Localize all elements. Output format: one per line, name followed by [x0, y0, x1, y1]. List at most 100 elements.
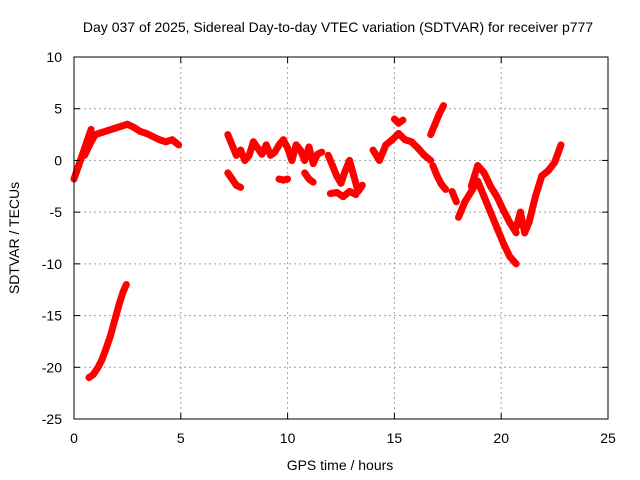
axis-ticks: 0 5 10 15 20 25 10 5 0 -5 -10 -15 -20 -25 — [42, 49, 616, 446]
data-point — [408, 138, 415, 145]
data-point — [429, 162, 436, 169]
data-point — [453, 198, 460, 205]
data-point — [115, 302, 122, 309]
data-point — [395, 120, 402, 127]
data-point — [271, 149, 278, 156]
data-point — [280, 177, 287, 184]
data-point — [143, 130, 150, 137]
series-arc-14 — [448, 187, 460, 206]
data-point — [263, 141, 270, 148]
y-tick-label: -15 — [42, 308, 62, 324]
data-point — [438, 181, 445, 188]
data-point — [449, 188, 456, 195]
data-point — [150, 133, 157, 140]
data-point — [224, 169, 231, 176]
data-point — [474, 162, 481, 169]
data-point — [338, 180, 344, 187]
data-point — [297, 147, 304, 154]
data-point — [427, 157, 434, 164]
data-point — [229, 141, 236, 148]
data-point — [276, 176, 283, 183]
data-point — [293, 141, 300, 148]
data-point — [506, 219, 513, 226]
x-tick-label: 20 — [493, 430, 509, 446]
data-point — [350, 172, 357, 179]
data-point — [402, 136, 409, 143]
data-trace-segment — [525, 193, 539, 226]
data-point — [301, 169, 308, 176]
data-point — [525, 219, 532, 226]
data-point — [130, 124, 137, 131]
chart-title: Day 037 of 2025, Sidereal Day-to-day VTE… — [83, 19, 593, 35]
data-point — [333, 172, 340, 179]
data-point — [137, 128, 144, 135]
data-point — [532, 193, 539, 200]
data-point — [391, 116, 398, 123]
x-axis-label: GPS time / hours — [287, 457, 394, 473]
data-point — [431, 121, 438, 128]
data-point — [310, 179, 317, 186]
data-point — [442, 186, 449, 193]
y-axis-label: SDTVAR / TECUs — [6, 182, 22, 294]
data-point — [500, 240, 507, 247]
data-point — [395, 130, 402, 137]
series-arc-11 — [390, 115, 407, 127]
data-point — [250, 138, 257, 145]
data-point — [92, 131, 99, 138]
series-arc-4 — [224, 131, 326, 168]
data-point — [98, 129, 105, 136]
data-point — [545, 167, 552, 174]
data-point — [241, 157, 248, 164]
data-point — [481, 169, 488, 176]
data-point — [280, 136, 287, 143]
data-point — [461, 198, 468, 205]
data-point — [75, 163, 82, 170]
data-point — [284, 176, 291, 183]
series-arc-2 — [81, 120, 183, 159]
data-point — [436, 110, 443, 117]
data-point — [233, 152, 240, 159]
data-point — [455, 214, 462, 221]
data-point — [521, 229, 528, 236]
grid — [74, 57, 608, 419]
data-point — [90, 371, 97, 378]
x-tick-label: 0 — [70, 430, 78, 446]
series-arc-8 — [324, 151, 366, 195]
data-point — [107, 333, 114, 340]
series-arc-9 — [326, 187, 360, 201]
data-point — [103, 345, 110, 352]
data-point — [370, 147, 377, 154]
data-point — [359, 182, 366, 189]
data-trace-segment — [168, 136, 183, 149]
data-point — [399, 117, 406, 124]
y-tick-label: -20 — [42, 359, 62, 375]
data-point — [267, 152, 274, 159]
data-point — [389, 136, 396, 143]
data-point — [493, 224, 500, 231]
data-point — [434, 172, 441, 179]
series-arc-15 — [454, 177, 520, 268]
data-trace-segment — [420, 151, 435, 164]
data-point — [558, 141, 565, 148]
data-point — [538, 172, 545, 179]
data-point — [88, 126, 95, 133]
data-point — [382, 141, 389, 148]
data-point — [175, 141, 182, 148]
data-point — [301, 157, 308, 164]
data-point — [314, 151, 321, 158]
series-arc-7 — [301, 169, 317, 186]
data-point — [329, 162, 336, 169]
y-tick-label: 0 — [54, 152, 62, 168]
data-point — [237, 147, 244, 154]
data-point — [229, 176, 236, 183]
x-tick-label: 25 — [600, 430, 616, 446]
x-tick-label: 10 — [280, 430, 296, 446]
data-trace-segment — [506, 253, 520, 268]
data-point — [427, 131, 434, 138]
data-point — [342, 167, 349, 174]
data-point — [468, 183, 475, 190]
x-tick-label: 15 — [387, 430, 403, 446]
data-trace-segment — [531, 172, 546, 201]
data-point — [98, 357, 105, 364]
data-point — [310, 160, 317, 167]
